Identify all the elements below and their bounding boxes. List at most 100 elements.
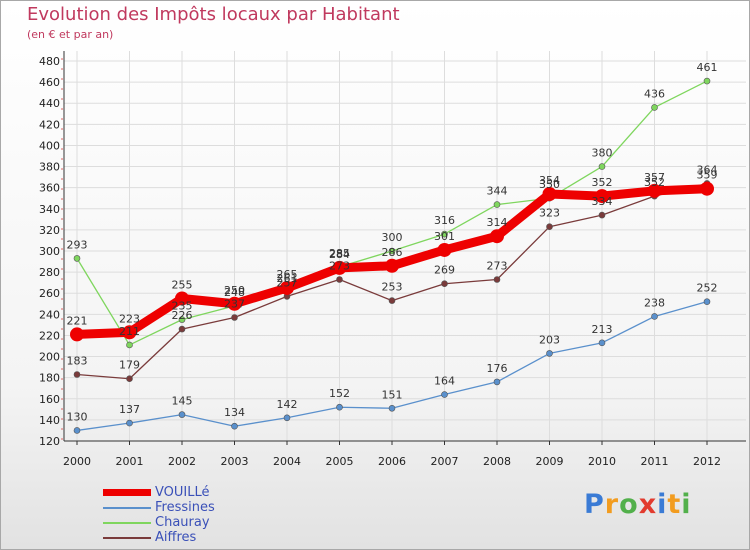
logo-letter: t: [667, 489, 682, 520]
y-tick-label: 160: [39, 393, 60, 406]
data-label: 265: [277, 268, 298, 281]
data-point: [126, 419, 133, 427]
data-label: 354: [539, 174, 560, 187]
data-point: [178, 316, 186, 323]
data-label: 235: [172, 300, 193, 313]
data-point: [388, 297, 396, 304]
data-point: [546, 223, 553, 231]
x-tick-label: 2006: [378, 455, 406, 468]
legend-swatch: [103, 489, 151, 496]
data-label: 344: [487, 185, 508, 198]
legend-label: Chauray: [155, 515, 210, 530]
data-point: [280, 280, 294, 295]
data-point: [70, 327, 84, 342]
data-point: [388, 247, 396, 255]
data-label: 238: [644, 296, 665, 309]
data-label: 300: [382, 231, 403, 244]
logo-letter: o: [619, 489, 639, 520]
data-point: [231, 314, 238, 321]
x-tick-label: 2007: [431, 455, 459, 468]
data-label: 364: [697, 163, 718, 176]
proxiti-logo: Proxiti: [584, 489, 692, 520]
data-point: [73, 371, 81, 378]
data-point: [73, 427, 81, 434]
y-tick-label: 260: [39, 287, 60, 300]
data-point: [126, 341, 133, 349]
data-label: 316: [434, 214, 455, 227]
data-point: [231, 422, 238, 430]
y-tick-label: 460: [39, 76, 60, 89]
data-label: 130: [67, 410, 88, 423]
y-tick-label: 320: [39, 224, 60, 237]
data-label: 237: [224, 298, 245, 311]
data-point: [542, 187, 557, 201]
data-label: 436: [644, 87, 665, 100]
x-tick-label: 2005: [326, 455, 354, 468]
data-point: [647, 183, 662, 198]
y-tick-label: 440: [39, 97, 60, 110]
data-point: [441, 280, 448, 288]
data-label: 142: [277, 398, 298, 411]
data-point: [178, 411, 186, 418]
data-point: [437, 242, 452, 257]
x-tick-label: 2008: [483, 455, 511, 468]
data-point: [703, 298, 711, 305]
x-tick-label: 2004: [273, 455, 301, 468]
data-label: 250: [224, 284, 245, 297]
data-point: [598, 211, 606, 219]
data-point: [493, 276, 501, 283]
legend-item: Chauray: [103, 515, 215, 530]
data-label: 226: [172, 309, 193, 322]
chart-title: Evolution des Impôts locaux par Habitant: [27, 4, 400, 25]
y-tick-label: 480: [39, 55, 60, 68]
x-tick-label: 2011: [641, 455, 669, 468]
data-label: 221: [67, 314, 88, 327]
x-tick-label: 2009: [536, 455, 564, 468]
data-label: 352: [592, 176, 613, 189]
x-tick-label: 2001: [116, 455, 144, 468]
data-label: 301: [434, 230, 455, 243]
data-label: 334: [592, 195, 613, 208]
chart-subtitle: (en € et par an): [27, 28, 114, 41]
data-point: [441, 230, 448, 238]
data-label: 179: [119, 359, 140, 372]
y-tick-label: 280: [39, 266, 60, 279]
data-label: 223: [119, 312, 140, 325]
data-label: 176: [487, 362, 508, 375]
data-label: 273: [487, 260, 508, 273]
legend-item: Aiffres: [103, 530, 215, 545]
y-tick-label: 220: [39, 329, 60, 342]
data-label: 248: [224, 286, 245, 299]
data-point: [651, 313, 658, 320]
logo-letter: i: [657, 489, 668, 520]
data-point: [332, 260, 347, 275]
y-tick-label: 180: [39, 372, 60, 385]
data-point: [703, 77, 711, 85]
data-point: [388, 404, 396, 412]
y-tick-label: 380: [39, 161, 60, 174]
legend: VOUILLé Fressines Chauray Aiffres: [103, 485, 215, 545]
data-point: [336, 276, 343, 283]
data-point: [122, 325, 137, 340]
data-point: [700, 181, 714, 196]
data-label: 137: [119, 403, 140, 416]
data-point: [227, 296, 242, 311]
data-label: 145: [172, 395, 193, 408]
data-label: 380: [592, 147, 613, 160]
y-tick-label: 120: [39, 435, 60, 448]
data-point: [493, 378, 501, 386]
data-label: 461: [697, 61, 718, 74]
data-point: [651, 104, 658, 111]
data-label: 213: [592, 323, 613, 336]
y-tick-label: 140: [39, 414, 60, 427]
logo-letter: i: [681, 489, 692, 520]
data-label: 255: [172, 279, 193, 292]
data-label: 164: [434, 375, 455, 388]
data-point: [490, 229, 504, 244]
legend-item: VOUILLé: [103, 485, 215, 500]
y-tick-label: 400: [39, 139, 60, 152]
data-label: 253: [382, 281, 403, 294]
y-tick-label: 420: [39, 118, 60, 131]
legend-item: Fressines: [103, 500, 215, 515]
